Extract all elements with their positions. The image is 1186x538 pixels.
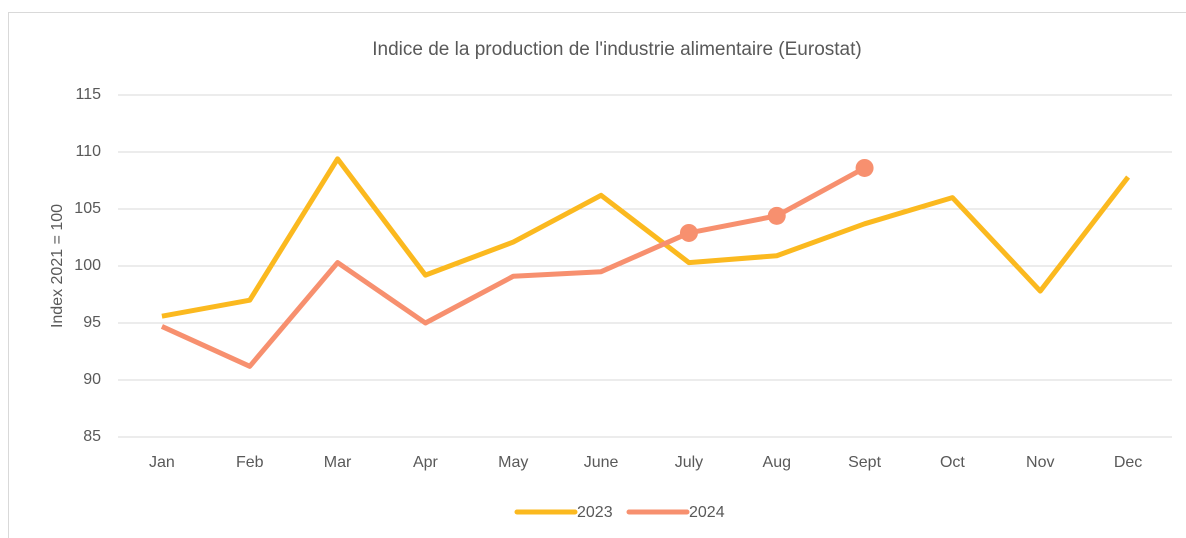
- chart-title: Indice de la production de l'industrie a…: [372, 39, 861, 60]
- point-marker: [679, 223, 698, 242]
- y-tick-label: 100: [74, 257, 101, 274]
- x-tick-label: Nov: [1026, 454, 1054, 471]
- x-tick-label: June: [584, 454, 619, 471]
- legend-label: 2023: [577, 504, 613, 521]
- y-tick-label: 95: [83, 314, 101, 331]
- legend-label: 2024: [689, 504, 725, 521]
- x-tick-label: Feb: [236, 454, 264, 471]
- y-tick-label: 115: [75, 86, 101, 103]
- y-tick-label: 110: [75, 143, 101, 160]
- x-tick-label: Oct: [940, 454, 965, 471]
- series-line: [160, 165, 866, 369]
- series-line: [161, 156, 1131, 319]
- x-tick-label: Dec: [1114, 454, 1142, 471]
- y-axis-label: Index 2021 = 100: [49, 204, 66, 328]
- y-tick-label: 85: [83, 428, 101, 445]
- x-tick-label: Aug: [763, 454, 791, 471]
- x-tick-label: Sept: [848, 454, 881, 471]
- x-tick-label: July: [675, 454, 703, 471]
- point-marker: [767, 206, 786, 225]
- x-tick-label: May: [498, 454, 528, 471]
- y-tick-label: 90: [83, 371, 101, 388]
- x-tick-label: Apr: [413, 454, 439, 471]
- point-marker: [855, 158, 874, 177]
- y-tick-label: 105: [74, 200, 101, 217]
- x-tick-label: Mar: [324, 454, 352, 471]
- x-tick-label: Jan: [149, 454, 175, 471]
- chart-border: [8, 12, 1186, 538]
